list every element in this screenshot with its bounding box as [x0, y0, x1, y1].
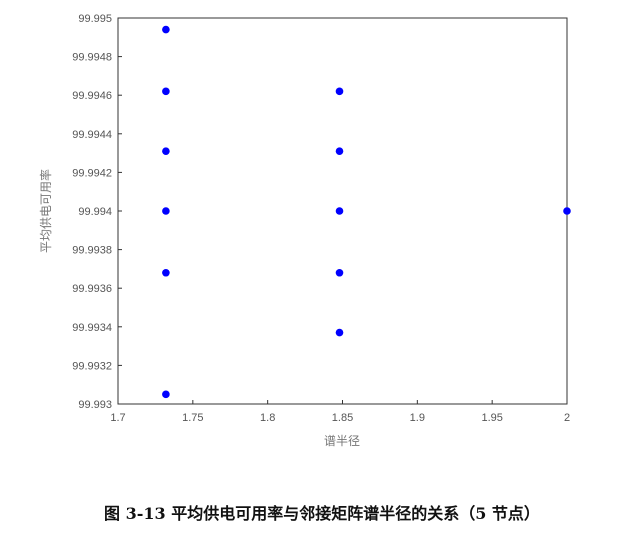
data-point — [335, 328, 344, 337]
data-point — [335, 268, 344, 277]
x-tick-label: 1.85 — [332, 412, 353, 424]
data-point — [162, 25, 170, 34]
axis-ticks: 1.7 1.75 1.8 1.85 1.9 1.95 2 99.993 99.9932 99.99… — [72, 13, 570, 424]
data-point — [162, 390, 170, 399]
data-point — [162, 147, 170, 155]
data-point — [162, 207, 170, 215]
data-point — [335, 147, 344, 155]
x-tick-label: 1.7 — [110, 412, 125, 424]
data-points — [162, 25, 571, 399]
scatter-chart: 1.7 1.75 1.8 1.85 1.9 1.95 2 99.993 99.9932 99.99… — [38, 13, 571, 448]
data-point — [162, 268, 170, 277]
y-tick-label: 99.9942 — [72, 167, 112, 179]
y-tick-label: 99.9936 — [72, 283, 112, 295]
data-point — [563, 207, 571, 215]
y-tick-label: 99.9932 — [72, 360, 112, 372]
x-tick-label: 1.9 — [410, 412, 425, 424]
y-axis-label: 平均供电可用率 — [38, 169, 53, 253]
figure-caption: 图 3-13 平均供电可用率与邻接矩阵谱半径的关系（5 节点） — [104, 504, 540, 523]
x-axis-label: 谱半径 — [324, 434, 360, 448]
y-tick-label: 99.9934 — [72, 322, 112, 334]
data-point — [335, 87, 344, 96]
y-tick-label: 99.993 — [78, 399, 112, 411]
y-tick-label: 99.9948 — [72, 52, 112, 64]
x-tick-label: 2 — [564, 412, 570, 424]
x-tick-label: 1.75 — [182, 412, 203, 424]
y-tick-label: 99.994 — [78, 206, 112, 218]
data-point — [162, 87, 170, 96]
y-tick-label: 99.995 — [78, 13, 112, 25]
data-point — [335, 207, 344, 215]
y-tick-label: 99.9944 — [72, 129, 112, 141]
y-tick-label: 99.9946 — [72, 90, 112, 102]
x-tick-label: 1.8 — [260, 412, 275, 424]
y-tick-label: 99.9938 — [72, 245, 112, 257]
x-tick-label: 1.95 — [481, 412, 502, 424]
